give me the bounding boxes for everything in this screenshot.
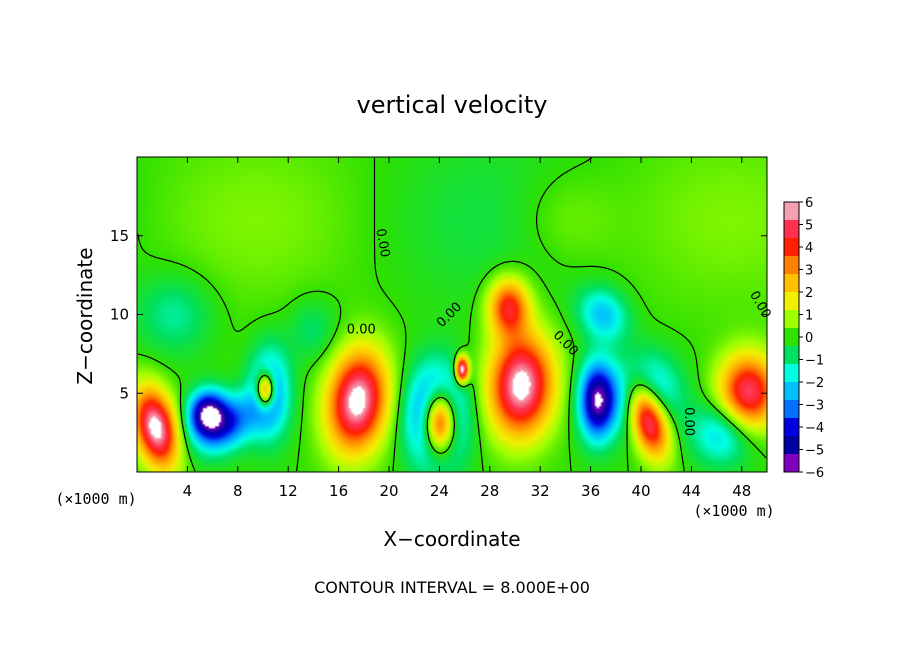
y-tick-label: 15	[110, 227, 129, 245]
y-tick-label: 5	[119, 384, 129, 402]
contour-label: 0.00	[347, 322, 376, 337]
colorbar: 6 5 4 3 2 1 0 −1 −2 −3 −4 −5 −6	[783, 196, 824, 481]
colorbar-swatch	[784, 328, 799, 347]
x-tick-label: 36	[581, 482, 600, 500]
colorbar-tick-label: 1	[805, 309, 813, 324]
colorbar-tick-label: −1	[805, 354, 824, 369]
x-units-left: (×1000 m)	[55, 490, 136, 508]
contour-interval-note: CONTOUR INTERVAL = 8.000E+00	[314, 578, 590, 597]
x-tick-label: 12	[279, 482, 298, 500]
y-tick-label: 10	[110, 306, 129, 324]
colorbar-swatch	[784, 256, 799, 275]
x-units-right: (×1000 m)	[693, 502, 774, 520]
velocity-field	[137, 157, 767, 472]
colorbar-swatch	[784, 400, 799, 419]
colorbar-swatch	[784, 454, 799, 473]
colorbar-tick-label: −5	[805, 444, 824, 459]
zero-contour-line	[137, 157, 767, 472]
contour-label: 0.00	[681, 407, 696, 436]
colorbar-swatch	[784, 292, 799, 311]
colorbar-tick-label: 0	[805, 331, 813, 346]
colorbar-tick-label: −2	[805, 376, 824, 391]
colorbar-swatch	[784, 364, 799, 383]
x-axis-ticks: 4 8 12 16 20 24 28 32 36 40 44 48	[183, 157, 751, 500]
x-tick-label: 24	[430, 482, 449, 500]
colorbar-swatch	[784, 382, 799, 401]
x-tick-label: 32	[531, 482, 550, 500]
y-axis-ticks: 5 10 15	[110, 227, 767, 402]
colorbar-tick-label: −6	[805, 466, 824, 481]
plot-area: 0.000.00 0.000.000.000.00	[136, 156, 774, 473]
colorbar-tick-label: 2	[805, 286, 813, 301]
colorbar-swatch	[784, 418, 799, 437]
x-tick-label: 28	[480, 482, 499, 500]
x-tick-label: 16	[329, 482, 348, 500]
colorbar-swatch	[784, 220, 799, 239]
colorbar-swatch	[784, 436, 799, 455]
contour-label: 0.00	[372, 227, 392, 258]
colorbar-tick-label: −3	[805, 399, 824, 414]
x-tick-label: 8	[233, 482, 243, 500]
x-tick-label: 48	[732, 482, 751, 500]
colorbar-tick-label: 5	[805, 219, 813, 234]
chart-title: vertical velocity	[357, 91, 548, 119]
colorbar-swatch	[784, 346, 799, 365]
colorbar-tick-label: −4	[805, 421, 824, 436]
colorbar-tick-label: 3	[805, 264, 813, 279]
x-tick-label: 40	[631, 482, 650, 500]
colorbar-swatch	[784, 202, 799, 221]
colorbar-tick-label: 4	[805, 241, 813, 256]
x-axis-label: X−coordinate	[383, 527, 520, 551]
x-tick-label: 20	[379, 482, 398, 500]
y-axis-label: Z−coordinate	[73, 247, 97, 384]
x-tick-label: 4	[183, 482, 193, 500]
colorbar-swatch	[784, 274, 799, 293]
colorbar-swatch	[784, 238, 799, 257]
colorbar-tick-label: 6	[805, 196, 813, 211]
x-tick-label: 44	[682, 482, 701, 500]
colorbar-swatch	[784, 310, 799, 329]
